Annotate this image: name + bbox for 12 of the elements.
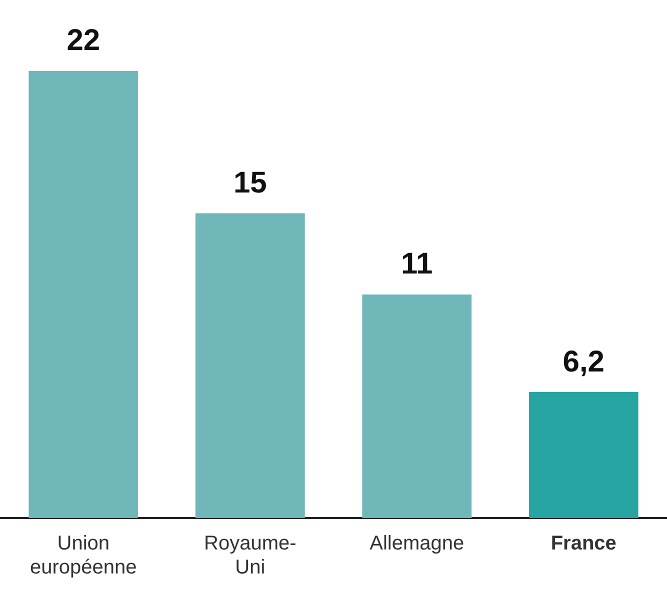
bar	[528, 392, 638, 518]
bar	[362, 294, 472, 518]
x-tick-label: Union européenne	[30, 532, 137, 579]
data-label: 11	[401, 248, 433, 281]
bar	[28, 70, 138, 518]
x-tick-label: Allemagne	[370, 532, 464, 555]
data-label: 22	[66, 24, 100, 58]
data-label: 15	[233, 166, 267, 200]
data-label: 6,2	[562, 345, 604, 378]
x-tick-label: France	[550, 532, 616, 555]
bar	[195, 213, 305, 518]
x-tick-label: Royaume-Uni	[204, 532, 296, 579]
